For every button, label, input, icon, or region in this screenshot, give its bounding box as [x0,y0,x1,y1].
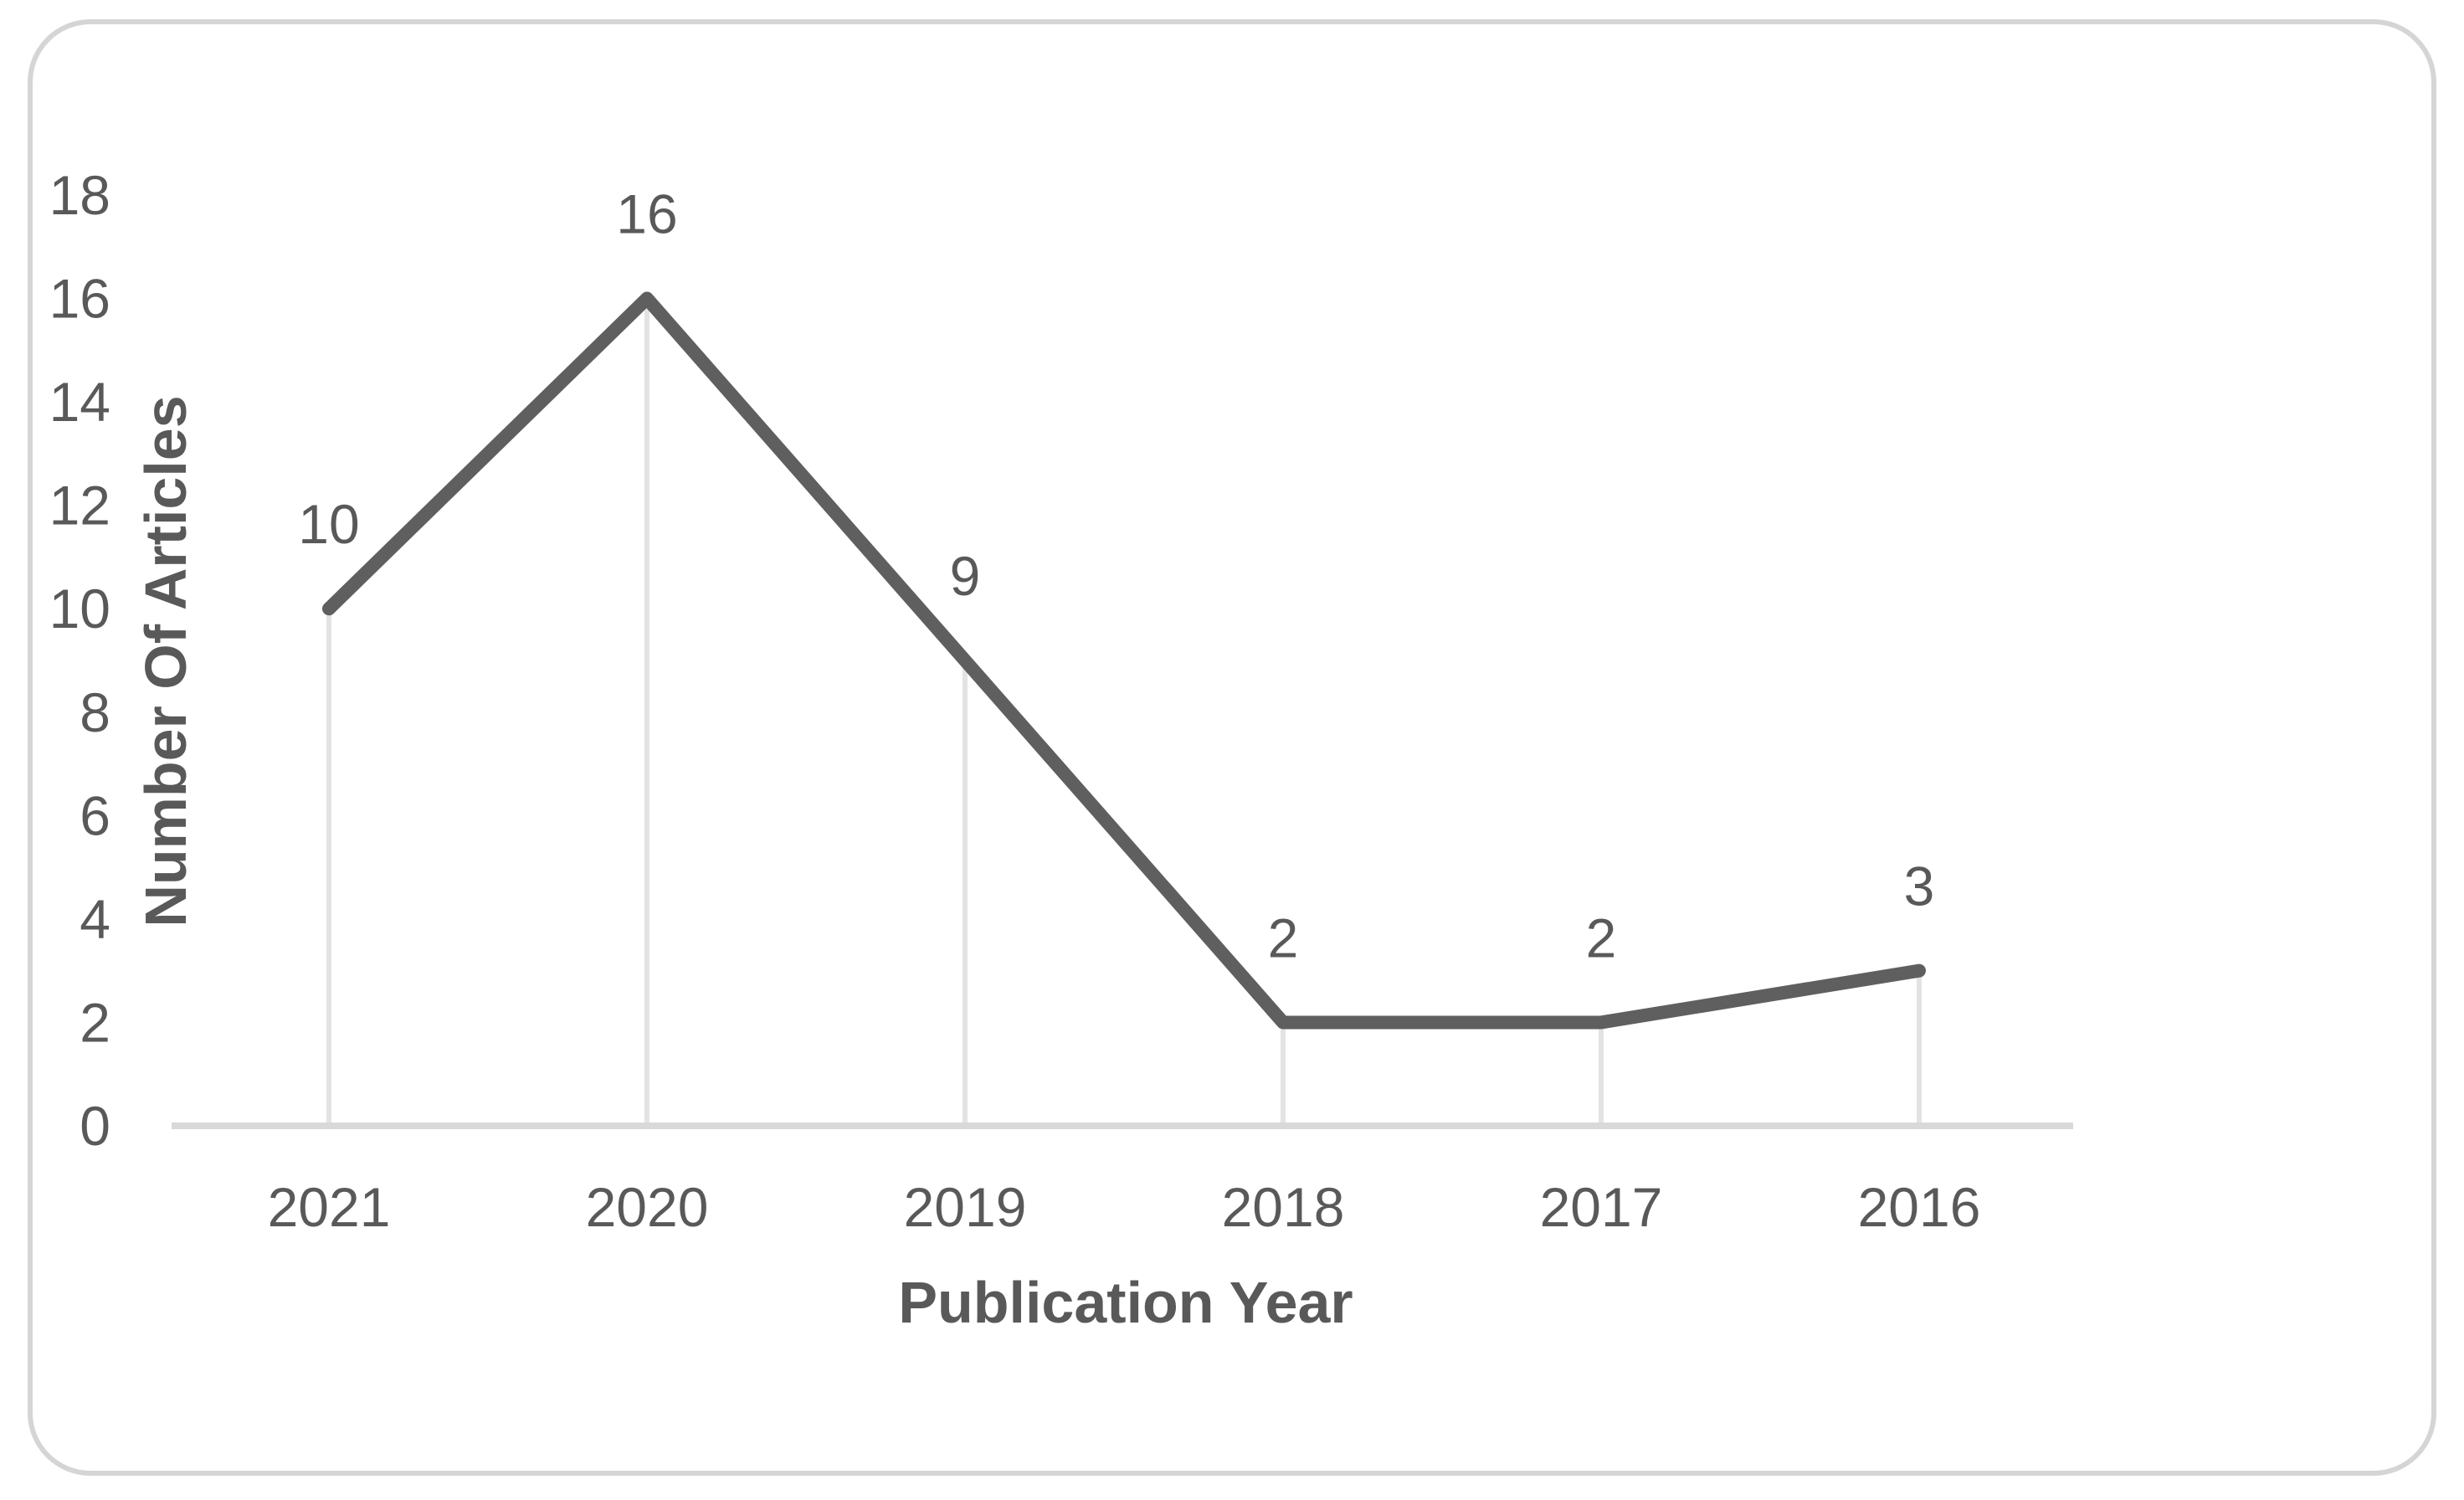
y-axis-title: Number Of Articles [133,395,198,927]
y-tick-label: 6 [80,784,110,846]
series-polyline [322,291,1926,1030]
y-tick-label: 14 [49,371,110,433]
data-label: 3 [1904,855,1935,917]
card-border [28,19,2436,1476]
y-tick-label: 8 [80,681,110,743]
y-tick-label: 4 [80,888,110,950]
x-tick-label: 2019 [904,1176,1027,1238]
x-axis-title: Publication Year [898,1270,1353,1335]
x-axis-tick-labels: 2021 2020 2019 2018 2017 2016 [268,1176,1981,1238]
drop-lines [326,298,1922,1129]
x-tick-label: 2017 [1540,1176,1663,1238]
y-axis-tick-labels: 0 2 4 6 8 10 12 14 16 18 [49,164,110,1157]
series-line-group [322,291,1926,1030]
x-tick-label: 2016 [1858,1176,1981,1238]
data-label: 16 [616,183,677,245]
data-label: 10 [298,493,359,555]
x-tick-label: 2020 [586,1176,709,1238]
data-label: 2 [1586,907,1617,968]
data-label: 9 [950,545,981,607]
y-tick-label: 0 [80,1095,110,1157]
y-tick-label: 18 [49,164,110,226]
data-label: 2 [1268,907,1299,968]
y-tick-label: 10 [49,578,110,640]
data-labels: 10 16 9 2 2 3 [298,183,1934,969]
x-tick-label: 2021 [268,1176,391,1238]
y-tick-label: 12 [49,475,110,537]
x-tick-label: 2018 [1222,1176,1345,1238]
y-tick-label: 16 [49,268,110,330]
y-tick-label: 2 [80,991,110,1053]
